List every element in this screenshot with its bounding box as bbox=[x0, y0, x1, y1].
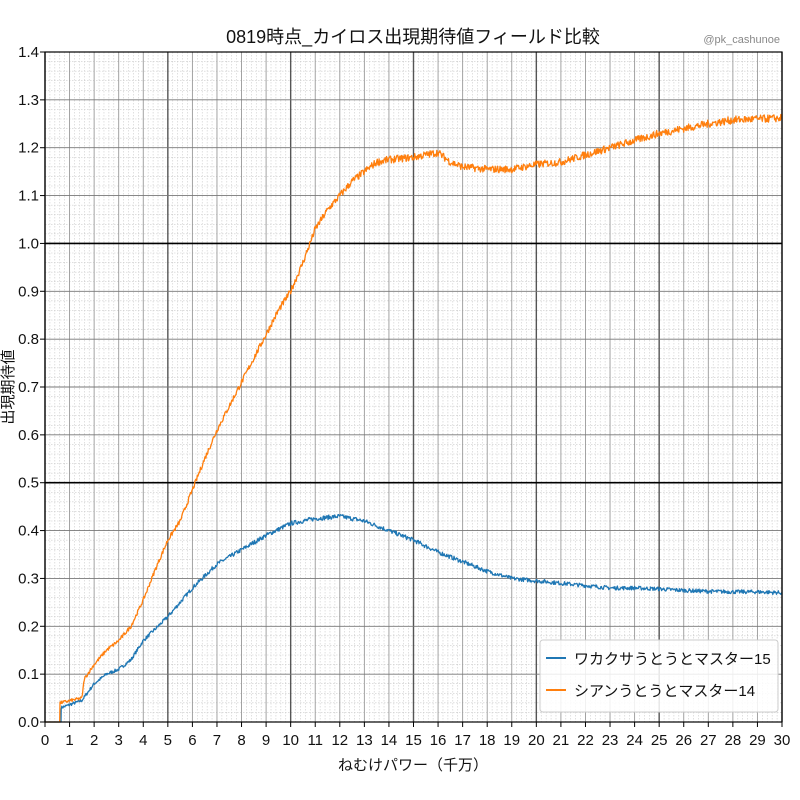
credit-text: @pk_cashunoe bbox=[703, 34, 780, 46]
y-axis-label: 出現期待値 bbox=[0, 349, 17, 424]
y-tick-label: 0.1 bbox=[18, 666, 39, 683]
x-axis-label: ねむけパワー（千万） bbox=[338, 757, 488, 774]
series-line-2 bbox=[44, 113, 783, 723]
x-tick-label: 10 bbox=[282, 732, 299, 749]
y-tick-label: 0.5 bbox=[18, 475, 39, 492]
legend-label-series-1: ワカクサうとうとマスター15 bbox=[574, 651, 771, 668]
y-tick-label: 1.3 bbox=[18, 92, 39, 109]
x-tick-label: 23 bbox=[602, 732, 619, 749]
x-tick-label: 28 bbox=[725, 732, 742, 749]
x-tick-label: 29 bbox=[749, 732, 766, 749]
y-tick-label: 0.4 bbox=[18, 523, 39, 540]
x-tick-label: 14 bbox=[381, 732, 398, 749]
y-tick-label: 0.9 bbox=[18, 283, 39, 300]
x-tick-label: 9 bbox=[262, 732, 270, 749]
x-tick-label: 12 bbox=[331, 732, 348, 749]
y-tick-label: 0.0 bbox=[18, 714, 39, 731]
x-tick-label: 17 bbox=[454, 732, 471, 749]
x-tick-label: 24 bbox=[626, 732, 643, 749]
x-tick-label: 22 bbox=[577, 732, 594, 749]
y-tick-label: 1.2 bbox=[18, 140, 39, 157]
series-line-1 bbox=[44, 514, 783, 723]
y-tick-label: 1.4 bbox=[18, 44, 39, 61]
x-tick-label: 3 bbox=[115, 732, 123, 749]
x-tick-label: 21 bbox=[553, 732, 570, 749]
x-tick-label: 18 bbox=[479, 732, 496, 749]
x-tick-label: 4 bbox=[139, 732, 147, 749]
x-tick-label: 5 bbox=[164, 732, 172, 749]
legend: ワカクサうとうとマスター15 シアンうとうとマスター14 bbox=[539, 639, 779, 713]
x-tick-label: 6 bbox=[188, 732, 196, 749]
series-lines bbox=[44, 113, 783, 723]
x-tick-label: 8 bbox=[237, 732, 245, 749]
y-tick-label: 1.0 bbox=[18, 235, 39, 252]
y-tick-label: 1.1 bbox=[18, 188, 39, 205]
y-tick-label: 0.8 bbox=[18, 331, 39, 348]
x-tick-label: 26 bbox=[675, 732, 692, 749]
x-tick-label: 19 bbox=[503, 732, 520, 749]
x-tick-label: 20 bbox=[528, 732, 545, 749]
x-tick-label: 7 bbox=[213, 732, 221, 749]
x-tick-label: 13 bbox=[356, 732, 373, 749]
y-tick-label: 0.7 bbox=[18, 379, 39, 396]
y-tick-label: 0.6 bbox=[18, 427, 39, 444]
y-tick-label: 0.3 bbox=[18, 570, 39, 587]
x-tick-label: 11 bbox=[307, 732, 323, 749]
legend-label-series-2: シアンうとうとマスター14 bbox=[574, 683, 755, 700]
x-tick-label: 25 bbox=[651, 732, 668, 749]
x-tick-label: 0 bbox=[41, 732, 49, 749]
x-tick-label: 1 bbox=[65, 732, 73, 749]
y-tick-label: 0.2 bbox=[18, 618, 39, 635]
ticks: 0 1 2 3 4 5 6 7 8 9 10 11 12 13 14 15 16 17 18 19 20 21 22 23 24… bbox=[18, 44, 790, 749]
chart-title: 0819時点_カイロス出現期待値フィールド比較 bbox=[226, 27, 600, 48]
x-tick-label: 15 bbox=[405, 732, 422, 749]
x-tick-label: 2 bbox=[90, 732, 98, 749]
x-tick-label: 16 bbox=[430, 732, 447, 749]
grid bbox=[44, 51, 783, 723]
x-tick-label: 27 bbox=[700, 732, 717, 749]
x-tick-label: 30 bbox=[774, 732, 791, 749]
